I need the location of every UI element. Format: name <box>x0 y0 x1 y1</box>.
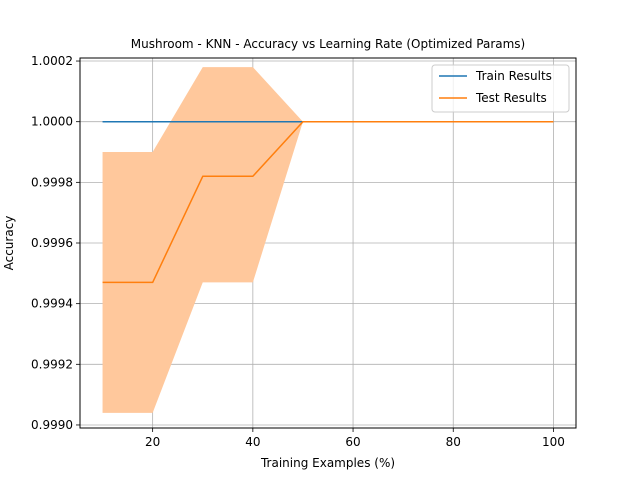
chart-title: Mushroom - KNN - Accuracy vs Learning Ra… <box>131 37 526 51</box>
confidence-bands <box>102 67 554 413</box>
legend-label: Test Results <box>475 91 547 105</box>
legend: Train Results Test Results <box>431 64 570 113</box>
y-tick-label: 0.9996 <box>31 236 73 250</box>
x-axis-label: Training Examples (%) <box>260 456 395 470</box>
y-tick-label: 0.9992 <box>31 357 73 371</box>
x-axis-ticks: 20 40 60 80 100 <box>145 428 565 449</box>
y-tick-label: 1.0002 <box>31 54 73 68</box>
y-tick-label: 0.9994 <box>31 297 73 311</box>
x-tick-label: 80 <box>446 435 461 449</box>
x-tick-label: 100 <box>542 435 565 449</box>
y-axis-ticks: 0.9990 0.9992 0.9994 0.9996 0.9998 1.0000 1.00… <box>31 54 80 432</box>
y-axis-label: Accuracy <box>2 216 16 271</box>
legend-label: Train Results <box>475 69 552 83</box>
y-tick-label: 0.9998 <box>31 175 73 189</box>
y-tick-label: 1.0000 <box>31 115 73 129</box>
x-tick-label: 40 <box>245 435 260 449</box>
x-tick-label: 20 <box>145 435 160 449</box>
y-tick-label: 0.9990 <box>31 418 73 432</box>
test-results-confidence-band <box>102 67 554 413</box>
series-lines <box>102 120 554 284</box>
x-tick-label: 60 <box>345 435 360 449</box>
test-results-line <box>102 120 554 284</box>
